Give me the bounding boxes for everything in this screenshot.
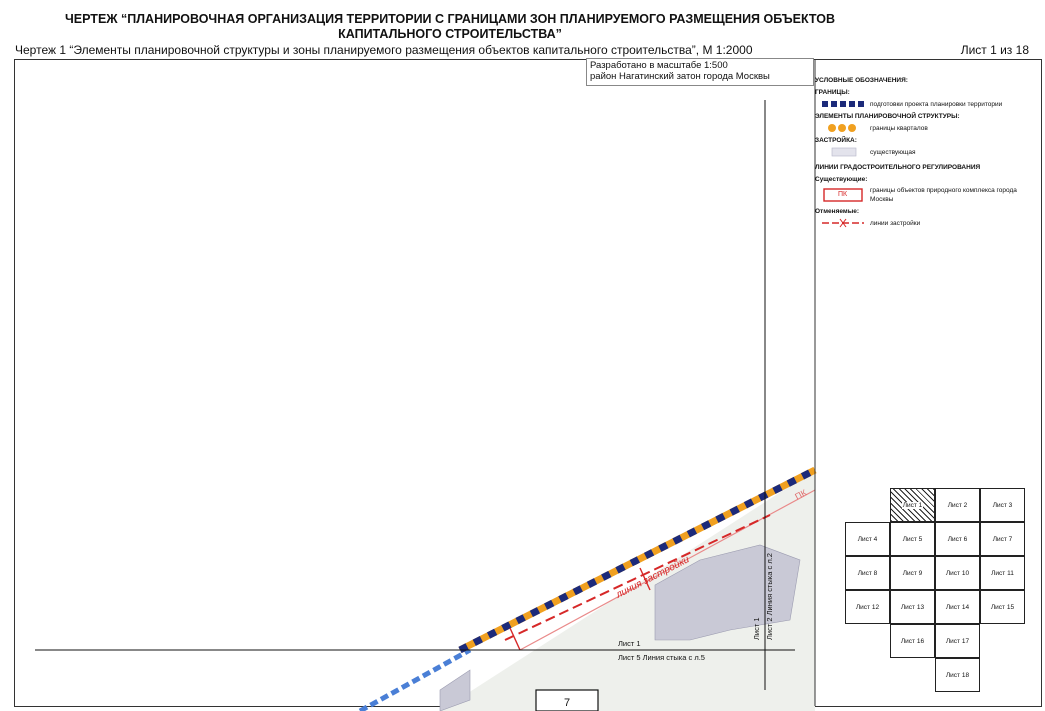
legend-row-block-boundaries: границы кварталов [820, 123, 1040, 133]
building-line-cross [509, 627, 521, 651]
sheet-cell-label: Лист 1 [901, 501, 924, 509]
sheet-cell-label: Лист 4 [857, 535, 878, 543]
sheet-cell: Лист 10 [935, 556, 980, 590]
legend-elements-heading: ЭЛЕМЕНТЫ ПЛАНИРОВОЧНОЙ СТРУКТУРЫ: [815, 113, 960, 120]
water-line [358, 647, 472, 711]
building-line-cross [639, 567, 651, 591]
sheet-cell-label: Лист 6 [947, 535, 968, 543]
legend-boundaries-heading: ГРАНИЦЫ: [815, 89, 850, 96]
sheet-cell: Лист 16 [890, 624, 935, 658]
block-boundary-symbol [820, 123, 870, 133]
legend-lines-heading: ЛИНИИ ГРАДОСТРОИТЕЛЬНОГО РЕГУЛИРОВАНИЯ [815, 164, 981, 171]
sheet-cell: Лист 5 [890, 522, 935, 556]
sheet-cell-label: Лист 9 [902, 569, 923, 577]
district-line: район Нагатинский затон города Москвы [590, 71, 770, 82]
legend-cancelled-heading: Отменяемые: [815, 208, 860, 215]
legend-existing-heading: Существующие: [815, 176, 868, 183]
base-map-area [440, 470, 815, 711]
pk-symbol: ПК [820, 188, 870, 202]
sheet-cell: Лист 6 [935, 522, 980, 556]
vertical-label-right: Лист 2 Линия стыка с л.2 [765, 553, 774, 640]
existing-building [439, 669, 471, 711]
legend-buildings-heading: ЗАСТРОЙКА: [815, 137, 857, 144]
sheet-cell-label: Лист 10 [945, 569, 970, 577]
sheet-cell: Лист 4 [845, 522, 890, 556]
sheet-cell: Лист 8 [845, 556, 890, 590]
sheet-cell-label: Лист 17 [945, 637, 970, 645]
sheet-cell: Лист 11 [980, 556, 1025, 590]
legend-title: УСЛОВНЫЕ ОБОЗНАЧЕНИЯ: [815, 77, 908, 84]
sheet-cell-label: Лист 3 [992, 501, 1013, 509]
sheet-cell-label: Лист 14 [945, 603, 970, 611]
sheet-cell: Лист 7 [980, 522, 1025, 556]
sheet-cell-label: Лист 8 [857, 569, 878, 577]
sheet-cell: Лист 13 [890, 590, 935, 624]
sheet-cell-label: Лист 7 [992, 535, 1013, 543]
sheet-cell-label: Лист 12 [855, 603, 880, 611]
sheet-cell: Лист 15 [980, 590, 1025, 624]
building-line [504, 514, 771, 641]
sheet-cell: Лист 3 [980, 488, 1025, 522]
sheet-label-top: Лист 1 [618, 639, 641, 648]
legend-row-project-boundary: подготовки проекта планировки территории [820, 99, 1040, 109]
legend-row-existing: существующая [820, 147, 1040, 157]
legend-row-pk: ПК границы объектов природного комплекса… [820, 186, 1040, 204]
project-boundary-line [458, 466, 817, 654]
block-number-box [535, 689, 599, 711]
sheet-cell: Лист 2 [935, 488, 980, 522]
existing-building-symbol [820, 147, 870, 157]
sheet-cell: Лист 1 [890, 488, 935, 522]
sheet-cell-label: Лист 2 [947, 501, 968, 509]
sheet-cell-label: Лист 13 [900, 603, 925, 611]
legend-row-building-line: линии застройки [820, 218, 1040, 228]
sheet-cell: Лист 12 [845, 590, 890, 624]
scale-line: Разработано в масштабе 1:500 [590, 60, 728, 71]
existing-building [654, 544, 801, 641]
sheet-cell-label: Лист 15 [990, 603, 1015, 611]
sheet-cell: Лист 9 [890, 556, 935, 590]
vertical-label-left: Лист 1 [752, 617, 761, 640]
sheet-number: Лист 1 из 18 [960, 43, 1029, 57]
drawing-title: ЧЕРТЕЖ “ПЛАНИРОВОЧНАЯ ОРГАНИЗАЦИЯ ТЕРРИТ… [65, 12, 835, 41]
sheet-cell-label: Лист 18 [945, 671, 970, 679]
legend-existing-text: существующая [870, 148, 916, 156]
legend-building-line-text: линии застройки [870, 219, 921, 227]
pk-symbol-label: ПК [838, 191, 848, 198]
legend-panel: УСЛОВНЫЕ ОБОЗНАЧЕНИЯ: ГРАНИЦЫ: подготовк… [815, 70, 1040, 230]
legend-project-boundary-text: подготовки проекта планировки территории [870, 100, 1003, 108]
scale-info-box: Разработано в масштабе 1:500 район Нагат… [586, 58, 814, 86]
sheet-cell: Лист 18 [935, 658, 980, 692]
sheet-cell-label: Лист 5 [902, 535, 923, 543]
legend-pk-text: границы объектов природного комплекса го… [870, 187, 1017, 203]
legend-block-boundaries-text: границы кварталов [870, 124, 928, 132]
project-boundary-symbol [820, 99, 870, 109]
sheet-cell: Лист 14 [935, 590, 980, 624]
sheet-cell-label: Лист 11 [991, 569, 1014, 577]
building-line-symbol [820, 218, 870, 228]
sheet-cell-label: Лист 16 [900, 637, 925, 645]
drawing-subtitle: Чертеж 1 “Элементы планировочной структу… [15, 43, 753, 57]
sheet-label-bottom: Лист 5 Линия стыка с л.5 [618, 653, 705, 662]
sheet-cell: Лист 17 [935, 624, 980, 658]
block-number: 7 [564, 697, 570, 709]
